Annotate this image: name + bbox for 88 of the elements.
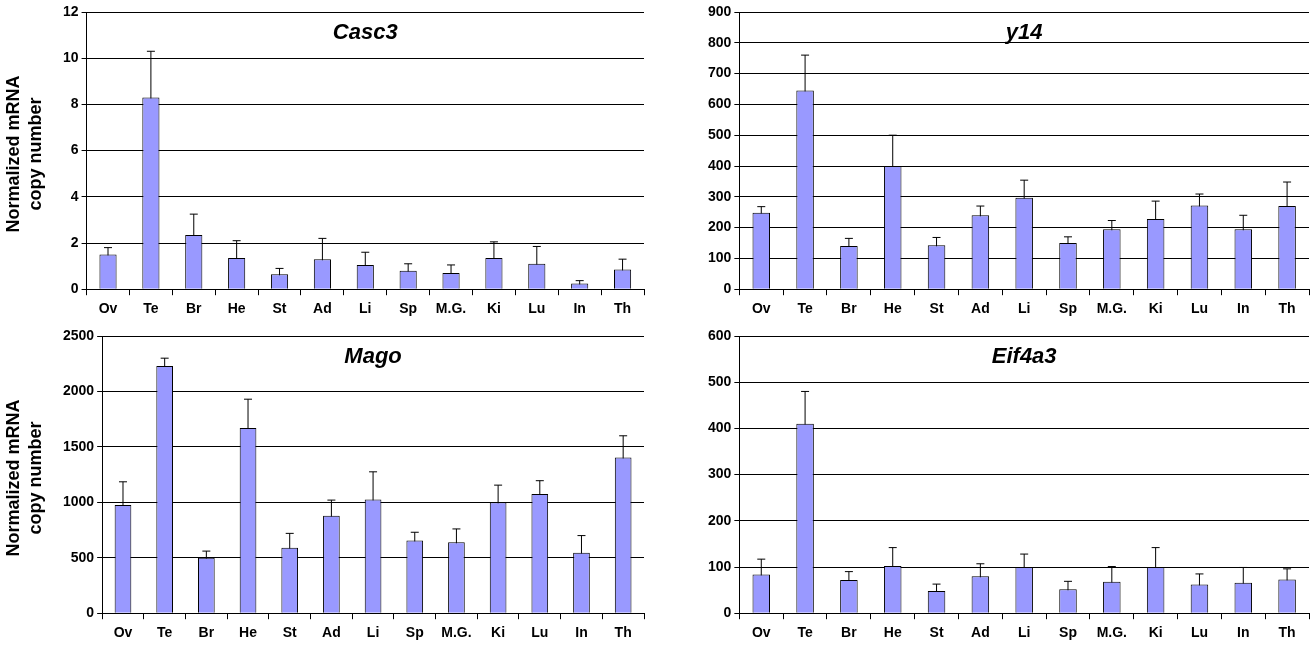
x-tick-label: Br bbox=[185, 300, 203, 317]
x-tick-label: M.G. bbox=[435, 300, 467, 317]
x-tick-label: Ki bbox=[491, 624, 506, 641]
y-tick-label: 2 bbox=[70, 233, 79, 250]
x-tick-label: Te bbox=[797, 624, 813, 641]
y-tick-label: 500 bbox=[70, 548, 95, 565]
x-tick-label: Te bbox=[797, 300, 813, 317]
chart-title: Eif4a3 bbox=[991, 342, 1057, 368]
x-tick-label: Ki bbox=[1148, 300, 1163, 317]
x-tick-label: St bbox=[282, 624, 298, 641]
x-tick-label: M.G. bbox=[1096, 300, 1127, 317]
x-tick-label: In bbox=[1237, 300, 1250, 317]
y-tick-label: 400 bbox=[708, 156, 732, 173]
x-tick-label: Lu bbox=[531, 624, 549, 641]
x-tick-label: Th bbox=[1278, 624, 1296, 641]
x-tick-label: St bbox=[929, 624, 944, 641]
x-tick-label: Th bbox=[614, 300, 632, 317]
y-tick-label: 100 bbox=[708, 249, 732, 266]
x-tick-label: St bbox=[929, 300, 944, 317]
x-tick-label: Sp bbox=[399, 300, 418, 317]
x-tick-label: Ad bbox=[971, 624, 990, 641]
y-tick-label: 10 bbox=[62, 49, 79, 66]
chart-title: y14 bbox=[1004, 18, 1043, 44]
x-tick-label: Ad bbox=[971, 300, 990, 317]
y-axis-title: Normalized mRNA copy number bbox=[2, 74, 46, 235]
y-tick-label: 500 bbox=[708, 126, 732, 143]
y-tick-label: 100 bbox=[708, 557, 732, 574]
x-tick-label: He bbox=[227, 300, 246, 317]
y-tick-label: 0 bbox=[70, 280, 79, 297]
y-tick-label: 1500 bbox=[62, 437, 95, 454]
x-tick-label: St bbox=[272, 300, 287, 317]
x-tick-label: Ov bbox=[751, 624, 771, 641]
x-tick-label: Te bbox=[157, 624, 173, 641]
y-tick-label: 6 bbox=[70, 141, 79, 158]
y-tick-label: 600 bbox=[708, 95, 732, 112]
x-tick-label: Li bbox=[359, 300, 372, 317]
x-tick-label: Br bbox=[198, 624, 215, 641]
y-tick-label: 600 bbox=[708, 326, 732, 343]
x-tick-label: Li bbox=[366, 624, 380, 641]
x-tick-label: Br bbox=[841, 300, 858, 317]
y-tick-label: 300 bbox=[708, 465, 732, 482]
x-tick-label: Sp bbox=[1059, 624, 1077, 641]
x-tick-label: Ov bbox=[751, 300, 771, 317]
y-tick-label: 900 bbox=[708, 2, 732, 19]
x-tick-label: Sp bbox=[405, 624, 424, 641]
y-tick-label: 500 bbox=[708, 373, 732, 390]
x-tick-label: Lu bbox=[1190, 624, 1209, 641]
x-tick-label: Ki bbox=[1148, 624, 1163, 641]
x-tick-label: In bbox=[575, 624, 588, 641]
x-tick-label: Ad bbox=[313, 300, 332, 317]
x-tick-label: Li bbox=[1017, 300, 1031, 317]
y-axis-title: Normalized mRNA copy number bbox=[2, 398, 46, 559]
x-tick-label: Th bbox=[614, 624, 632, 641]
y-tick-label: 8 bbox=[70, 95, 79, 112]
x-tick-label: In bbox=[573, 300, 586, 317]
y-tick-label: 300 bbox=[708, 187, 732, 204]
y-tick-label: 800 bbox=[708, 33, 732, 50]
x-tick-label: Ov bbox=[98, 300, 118, 317]
x-tick-label: Lu bbox=[528, 300, 546, 317]
y-tick-label: 1000 bbox=[62, 493, 95, 510]
x-tick-label: Th bbox=[1278, 300, 1296, 317]
x-tick-label: Li bbox=[1017, 624, 1031, 641]
y-tick-label: 2000 bbox=[62, 382, 95, 399]
y-tick-label: 700 bbox=[708, 64, 732, 81]
x-tick-label: Sp bbox=[1059, 300, 1077, 317]
x-tick-label: Ov bbox=[113, 624, 133, 641]
y-tick-label: 2500 bbox=[62, 326, 95, 343]
y-tick-label: 0 bbox=[723, 604, 732, 621]
x-tick-label: In bbox=[1237, 624, 1250, 641]
x-tick-label: He bbox=[883, 624, 902, 641]
x-tick-label: Br bbox=[841, 624, 858, 641]
y-tick-label: 12 bbox=[62, 2, 79, 19]
x-tick-label: Lu bbox=[1190, 300, 1209, 317]
y-tick-label: 200 bbox=[708, 218, 732, 235]
x-tick-label: Ad bbox=[322, 624, 341, 641]
y-tick-label: 400 bbox=[708, 419, 732, 436]
x-tick-label: M.G. bbox=[1096, 624, 1127, 641]
y-tick-label: 0 bbox=[86, 604, 95, 621]
x-tick-label: He bbox=[239, 624, 258, 641]
x-tick-label: He bbox=[883, 300, 902, 317]
x-tick-label: Te bbox=[143, 300, 159, 317]
x-tick-label: M.G. bbox=[441, 624, 472, 641]
y-tick-label: 4 bbox=[70, 187, 79, 204]
chart-title: Casc3 bbox=[332, 18, 398, 44]
x-tick-label: Ki bbox=[486, 300, 501, 317]
y-tick-label: 200 bbox=[708, 511, 732, 528]
chart-title: Mago bbox=[344, 342, 402, 368]
y-tick-label: 0 bbox=[723, 280, 732, 297]
